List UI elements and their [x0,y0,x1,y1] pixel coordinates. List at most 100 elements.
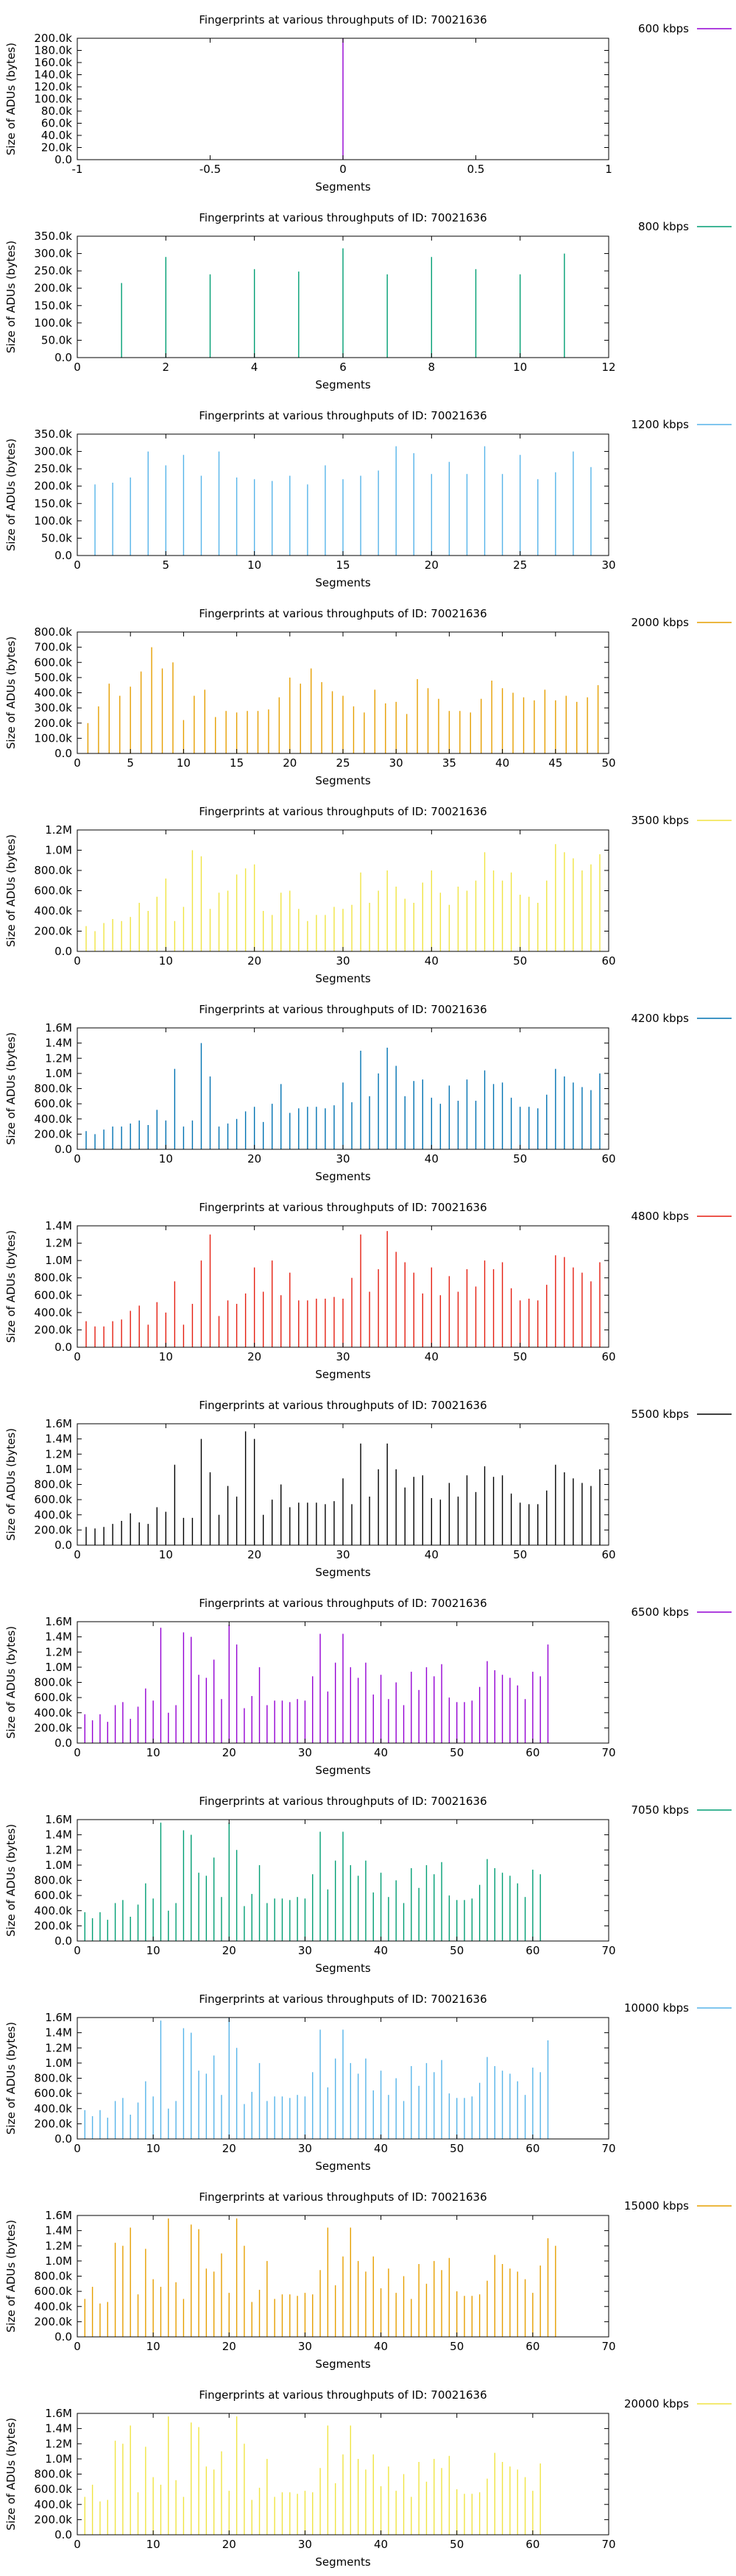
y-tick-label: 100.0k [34,731,72,745]
x-tick-label: 50 [450,1944,464,1957]
y-tick-label: 120.0k [34,80,72,93]
x-tick-label: 20 [247,1548,261,1561]
x-axis-label: Segments [315,972,371,985]
y-tick-label: 300.0k [34,247,72,260]
y-tick-label: 150.0k [34,299,72,312]
y-tick-label: 0.0 [54,945,72,958]
x-tick-label: 40 [495,756,509,770]
x-tick-label: 10 [146,1944,160,1957]
y-tick-label: 0.0 [54,2132,72,2146]
y-tick-label: 20.0k [41,141,72,155]
chart-title: Fingerprints at various throughputs of I… [199,1795,486,1808]
x-tick-label: 50 [601,756,615,770]
x-tick-label: 35 [442,756,456,770]
y-tick-label: 200.0k [34,2315,72,2328]
y-tick-label: 0.0 [54,2330,72,2343]
y-tick-label: 1.0M [45,1254,72,1267]
y-tick-label: 800.0k [34,1082,72,1096]
x-tick-label: 20 [222,2340,236,2353]
y-tick-label: 1.2M [45,1447,72,1461]
y-tick-label: 250.0k [34,264,72,277]
y-tick-label: 400.0k [34,1113,72,1126]
x-tick-label: 60 [601,1350,615,1363]
x-tick-label: 0 [74,954,81,968]
y-tick-label: 200.0k [34,282,72,295]
legend-label: 800 kbps [638,220,689,233]
x-tick-label: 10 [146,1746,160,1759]
y-tick-label: 200.0k [34,2117,72,2130]
x-tick-label: 30 [336,1152,350,1165]
y-tick-label: 300.0k [34,445,72,458]
chart-panel: Fingerprints at various throughputs of I… [4,409,732,589]
x-tick-label: 20 [222,2142,236,2155]
y-tick-label: 1.0M [45,1859,72,1872]
y-axis-label: Size of ADUs (bytes) [4,834,18,947]
chart-panel: Fingerprints at various throughputs of I… [4,1399,732,1579]
x-tick-label: 60 [526,2142,539,2155]
x-tick-label: 10 [247,558,261,572]
chart-title: Fingerprints at various throughputs of I… [199,1003,486,1016]
legend-label: 1200 kbps [631,418,690,431]
legend-label: 10000 kbps [624,2001,689,2015]
bars-group [84,1625,549,1743]
y-tick-label: 400.0k [34,1706,72,1720]
y-tick-label: 80.0k [41,104,72,118]
chart-panel: Fingerprints at various throughputs of I… [4,2388,732,2569]
x-tick-label: 0 [74,361,81,374]
legend-label: 600 kbps [638,22,689,35]
y-tick-label: 0.0 [54,1736,72,1750]
x-tick-label: 50 [450,2142,464,2155]
legend-label: 4800 kbps [631,1210,690,1223]
y-tick-label: 600.0k [34,1691,72,1704]
x-tick-label: 30 [389,756,403,770]
y-tick-label: 600.0k [34,1097,72,1110]
x-tick-label: 40 [374,1944,388,1957]
y-tick-label: 600.0k [34,2285,72,2298]
y-tick-label: 1.6M [45,1615,72,1628]
x-tick-label: 60 [601,1548,615,1561]
y-tick-label: 1.2M [45,1051,72,1065]
y-tick-label: 100.0k [34,514,72,528]
y-tick-label: 160.0k [34,56,72,69]
y-tick-label: 1.0M [45,2057,72,2070]
y-axis-label: Size of ADUs (bytes) [4,241,18,353]
bars-group [85,844,601,951]
x-tick-label: 50 [513,1152,527,1165]
x-tick-label: -1 [72,163,83,176]
y-tick-label: 1.4M [45,2422,72,2435]
y-axis-label: Size of ADUs (bytes) [4,1428,18,1541]
x-tick-label: 30 [298,2340,312,2353]
x-tick-label: 0 [74,1152,81,1165]
bars-group [121,248,565,358]
x-tick-label: 0 [74,756,81,770]
y-tick-label: 1.0M [45,2452,72,2466]
y-tick-label: 1.6M [45,1813,72,1826]
y-tick-label: 1.4M [45,2026,72,2040]
legend-label: 4200 kbps [631,1012,690,1025]
y-tick-label: 250.0k [34,462,72,475]
y-tick-label: 300.0k [34,701,72,714]
y-tick-label: 600.0k [34,2483,72,2496]
bars-group [84,2416,541,2535]
legend-label: 20000 kbps [624,2397,689,2410]
x-tick-label: 50 [513,954,527,968]
y-tick-label: 800.0k [34,625,72,639]
x-tick-label: 50 [513,1548,527,1561]
y-tick-label: 0.0 [54,1539,72,1552]
y-tick-label: 600.0k [34,1288,72,1302]
chart-title: Fingerprints at various throughputs of I… [199,1399,486,1412]
y-tick-label: 0.0 [54,549,72,562]
x-axis-label: Segments [315,180,371,194]
chart-panel: Fingerprints at various throughputs of I… [4,1201,732,1381]
y-tick-label: 600.0k [34,1889,72,1902]
y-tick-label: 200.0k [34,925,72,938]
y-tick-label: 0.0 [54,153,72,166]
x-tick-label: 20 [425,558,439,572]
y-tick-label: 800.0k [34,864,72,877]
y-tick-label: 0.0 [54,351,72,364]
y-tick-label: 700.0k [34,641,72,654]
x-axis-label: Segments [315,1368,371,1381]
x-tick-label: 4 [251,361,258,374]
x-tick-label: 0 [74,2142,81,2155]
x-tick-label: 15 [336,558,350,572]
